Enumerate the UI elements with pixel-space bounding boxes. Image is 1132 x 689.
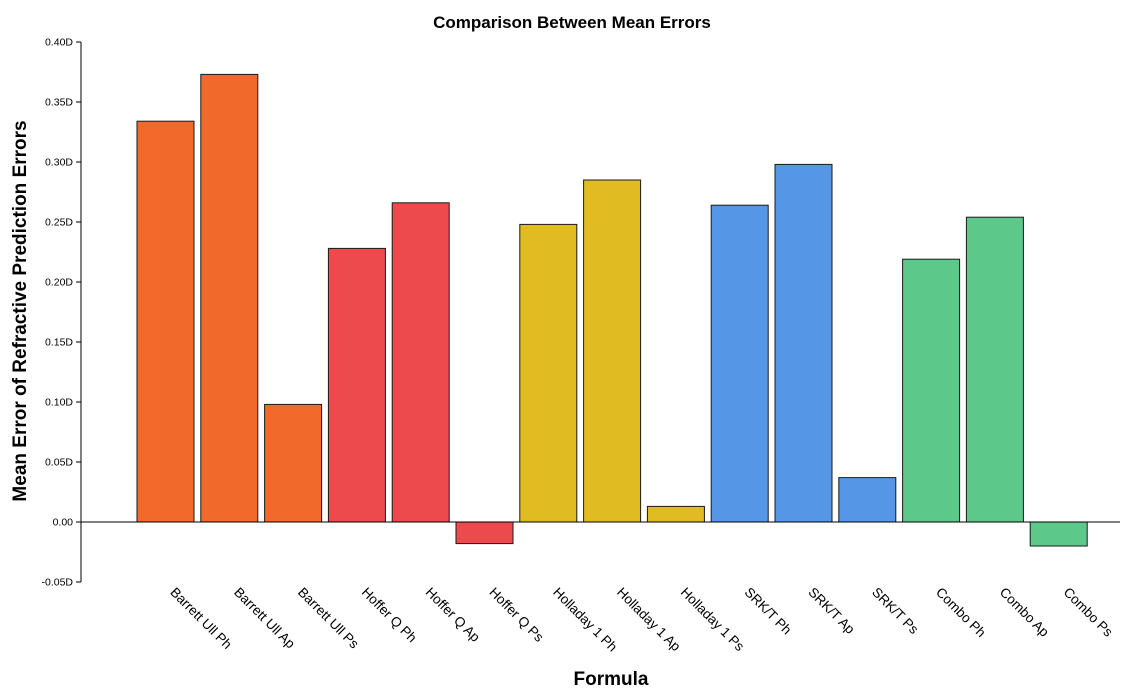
y-tick-label: 0.35D (45, 97, 73, 109)
y-tick-label: 0.10D (45, 397, 73, 409)
bar (838, 477, 897, 523)
bar (774, 163, 833, 523)
y-axis: -0.05D 0.00 0.05D 0.10D 0.15D 0.20D 0.25D 0.30D… (41, 37, 82, 589)
x-tick-label: SRK/T Ph (742, 585, 795, 638)
bars-group (136, 73, 1088, 547)
x-tick-label: Barrett Ull Ap (231, 585, 298, 652)
bar (519, 223, 578, 523)
x-tick-label: Hoffer Q Ps (486, 585, 546, 645)
chart-title: Comparison Between Mean Errors (433, 13, 711, 32)
bar (327, 247, 386, 523)
x-tick-label: Holladay 1 Ps (678, 585, 748, 655)
y-axis-label: Mean Error of Refractive Prediction Erro… (10, 120, 31, 501)
x-tick-label: Combo Ps (1061, 585, 1116, 640)
y-tick-label: -0.05D (41, 577, 73, 589)
x-tick-label: Hoffer Q Ap (423, 585, 483, 645)
y-tick-label: 0.05D (45, 457, 73, 469)
x-tick-label: Holladay 1 Ap (614, 585, 684, 655)
x-tick-label: Holladay 1 Ph (550, 585, 620, 655)
bar (965, 216, 1024, 523)
bar (646, 505, 705, 523)
y-tick-label: 0.25D (45, 217, 73, 229)
x-tick-label: Barrett Ull Ph (167, 585, 234, 652)
bar (136, 120, 195, 523)
y-tick-label: 0.20D (45, 277, 73, 289)
y-tick-label: 0.40D (45, 37, 73, 49)
x-tick-label: Combo Ap (997, 585, 1052, 640)
x-tick-label: Hoffer Q Ph (359, 585, 420, 646)
x-tick-label: SRK/T Ap (805, 585, 857, 637)
bar (583, 179, 642, 523)
y-tick-label: 0.00 (53, 517, 74, 529)
bar (455, 521, 514, 545)
x-axis-label: Formula (574, 669, 649, 689)
x-tick-label: Barrett Ull Ps (295, 585, 362, 652)
x-tick-label: Combo Ph (933, 585, 989, 641)
bar (1029, 521, 1088, 547)
bar (710, 204, 769, 523)
bar (391, 202, 450, 523)
bar (200, 73, 259, 523)
x-tick-label: SRK/T Ps (869, 585, 922, 638)
bar (264, 403, 323, 523)
y-tick-label: 0.30D (45, 157, 73, 169)
y-tick-label: 0.15D (45, 337, 73, 349)
bar (902, 258, 961, 523)
